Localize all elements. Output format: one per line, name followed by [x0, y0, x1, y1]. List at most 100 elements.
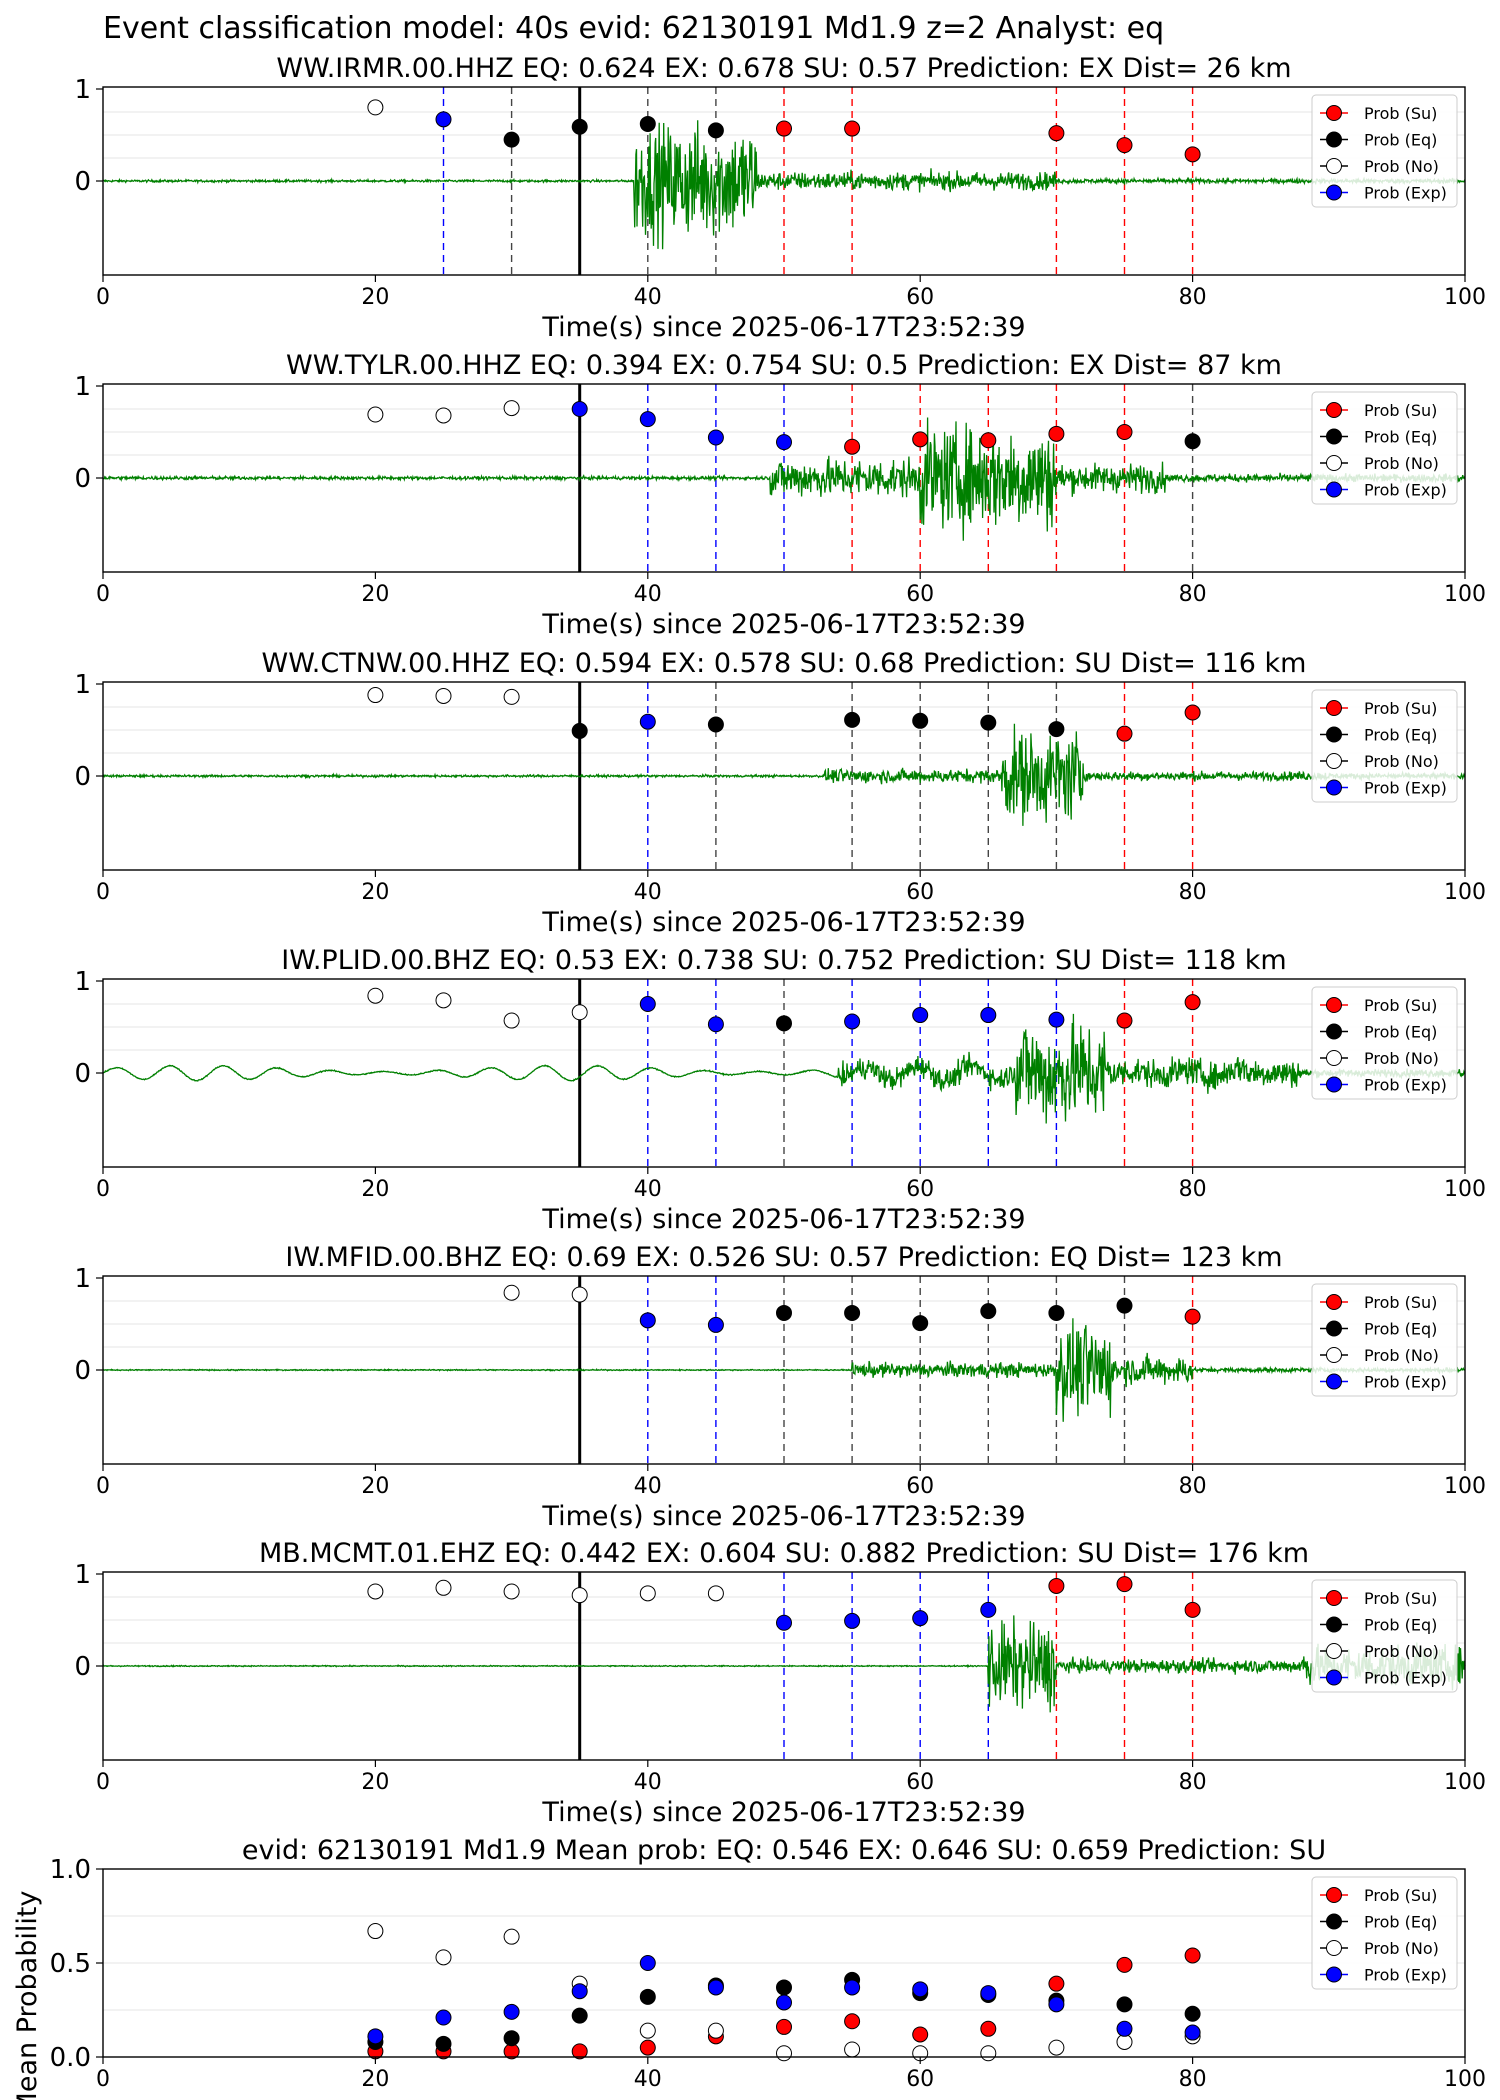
prob-point-su — [912, 431, 929, 448]
legend-box — [1311, 94, 1458, 208]
y-tick-label: 0 — [74, 167, 91, 197]
prob-point-eq — [503, 131, 520, 148]
prob-point-no — [367, 987, 384, 1004]
y-tick-label: 1 — [74, 1560, 91, 1590]
mean-point-exp — [912, 1981, 929, 1998]
x-tick-label: 100 — [1444, 2067, 1486, 2092]
prob-point-eq — [1116, 1297, 1133, 1314]
legend-marker-no — [1326, 1347, 1342, 1363]
prob-point-no — [367, 1583, 384, 1600]
prob-point-exp — [980, 1007, 997, 1024]
legend-label-exp: Prob (Exp) — [1364, 1373, 1447, 1392]
x-tick-label: 40 — [634, 2067, 662, 2092]
x-tick-label: 20 — [361, 582, 389, 607]
x-tick-label: 0 — [96, 1770, 110, 1795]
legend-label-no: Prob (No) — [1364, 752, 1439, 771]
x-tick-label: 20 — [361, 285, 389, 310]
prob-point-eq — [1048, 1304, 1065, 1321]
mean-point-su — [1184, 1947, 1201, 1964]
prob-point-exp — [776, 1614, 792, 1631]
mean-point-eq — [776, 1979, 792, 1996]
prob-point-su — [1116, 424, 1133, 440]
y-tick-label: 0.0 — [50, 2043, 91, 2073]
mean-point-exp — [1116, 2020, 1133, 2037]
panel-5: IW.MFID.00.BHZ EQ: 0.69 EX: 0.526 SU: 0.… — [74, 1242, 1486, 1532]
prob-point-eq — [844, 711, 861, 728]
prob-point-su — [844, 438, 861, 455]
legend-marker-eq — [1326, 1913, 1342, 1930]
prob-point-eq — [707, 716, 724, 733]
mean-point-eq — [1184, 2005, 1201, 2022]
prob-point-no — [503, 1284, 520, 1301]
prob-point-exp — [1048, 1011, 1065, 1028]
y-tick-label: 1.0 — [50, 1855, 91, 1885]
legend-marker-eq — [1326, 1023, 1342, 1040]
prob-point-exp — [435, 111, 452, 128]
y-tick-label: 1 — [74, 75, 91, 105]
prob-point-no — [367, 406, 384, 423]
x-tick-label: 0 — [96, 2067, 110, 2092]
prob-point-no — [435, 407, 452, 424]
prob-point-eq — [912, 1315, 929, 1332]
x-axis-label: Time(s) since 2025-06-17T23:52:39 — [541, 907, 1025, 938]
legend-label-su: Prob (Su) — [1364, 401, 1437, 420]
prob-point-exp — [639, 411, 656, 428]
mean-point-eq — [435, 2035, 452, 2052]
prob-point-no — [503, 400, 520, 417]
panel-3: WW.CTNW.00.HHZ EQ: 0.594 EX: 0.578 SU: 0… — [74, 648, 1486, 938]
legend-marker-exp — [1326, 1669, 1342, 1686]
legend-marker-no — [1326, 1643, 1342, 1659]
legend-label-no: Prob (No) — [1364, 157, 1439, 176]
prob-point-exp — [844, 1013, 861, 1030]
panel-title: MB.MCMT.01.EHZ EQ: 0.442 EX: 0.604 SU: 0… — [259, 1538, 1309, 1569]
legend-marker-su — [1326, 700, 1342, 716]
panel-2: WW.TYLR.00.HHZ EQ: 0.394 EX: 0.754 SU: 0… — [74, 350, 1486, 640]
legend-box — [1311, 391, 1458, 505]
x-tick-label: 100 — [1444, 285, 1486, 310]
prob-point-su — [1116, 725, 1133, 742]
legend-marker-exp — [1326, 1373, 1342, 1390]
mean-point-exp — [367, 2028, 384, 2045]
legend-label-exp: Prob (Exp) — [1364, 184, 1447, 203]
legend-label-eq: Prob (Eq) — [1364, 1023, 1437, 1042]
legend-marker-su — [1326, 1294, 1342, 1310]
panel-title: WW.TYLR.00.HHZ EQ: 0.394 EX: 0.754 SU: 0… — [286, 350, 1282, 381]
legend-box — [1311, 1876, 1458, 1990]
prob-point-exp — [707, 1316, 724, 1333]
mean-point-exp — [571, 1983, 588, 2000]
prob-point-eq — [776, 1015, 792, 1032]
prob-point-no — [435, 687, 452, 704]
x-tick-label: 40 — [634, 1177, 662, 1202]
legend-label-exp: Prob (Exp) — [1364, 1076, 1447, 1095]
prob-point-su — [1048, 1577, 1065, 1594]
legend-box — [1311, 1283, 1458, 1397]
x-tick-label: 20 — [361, 1177, 389, 1202]
legend-marker-eq — [1326, 1320, 1342, 1337]
legend-label-su: Prob (Su) — [1364, 1589, 1437, 1608]
legend-box — [1311, 986, 1458, 1100]
mean-point-exp — [707, 1979, 724, 1996]
legend-label-no: Prob (No) — [1364, 1939, 1439, 1958]
prob-point-no — [503, 1012, 520, 1029]
x-tick-label: 20 — [361, 1474, 389, 1499]
prob-point-exp — [776, 434, 792, 451]
waveform-trace — [102, 1615, 1466, 1713]
mean-point-eq — [571, 2007, 588, 2024]
panel-1: WW.IRMR.00.HHZ EQ: 0.624 EX: 0.678 SU: 0… — [74, 53, 1486, 343]
legend-label-no: Prob (No) — [1364, 1642, 1439, 1661]
legend-label-eq: Prob (Eq) — [1364, 428, 1437, 447]
legend-label-exp: Prob (Exp) — [1364, 481, 1447, 500]
prob-point-no — [367, 687, 384, 704]
prob-point-exp — [639, 713, 656, 730]
waveform-trace — [102, 1318, 1466, 1422]
prob-point-no — [435, 992, 452, 1009]
legend-marker-su — [1326, 105, 1342, 121]
x-tick-label: 20 — [361, 2067, 389, 2092]
prob-point-exp — [571, 401, 588, 417]
prob-point-su — [1116, 1012, 1133, 1029]
x-tick-label: 0 — [96, 582, 110, 607]
legend-marker-exp — [1326, 1076, 1342, 1093]
prob-point-exp — [912, 1007, 929, 1024]
mean-point-su — [1116, 1956, 1133, 1973]
